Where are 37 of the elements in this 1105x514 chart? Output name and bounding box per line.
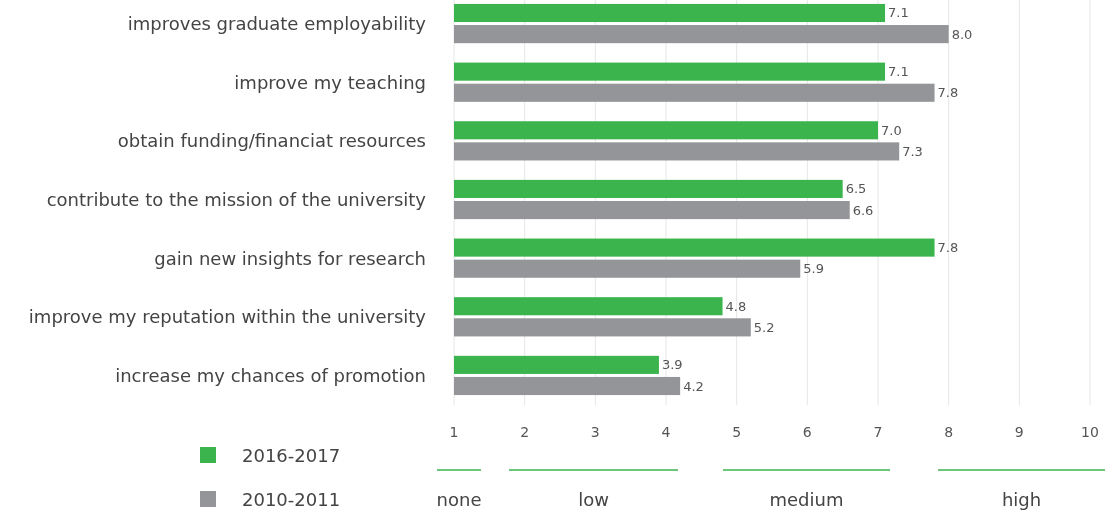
y-tick-label: improve my teaching bbox=[234, 71, 426, 93]
x-tick-label: 9 bbox=[1014, 424, 1024, 440]
y-tick-label: gain new insights for research bbox=[154, 247, 426, 269]
x-tick-label: 6 bbox=[802, 424, 812, 440]
data-label: 7.8 bbox=[937, 85, 959, 101]
x-tick-label: 4 bbox=[661, 424, 671, 440]
x-tick-label: 8 bbox=[944, 424, 954, 440]
data-label: 6.5 bbox=[845, 181, 867, 197]
x-tick-label: 1 bbox=[449, 424, 459, 440]
data-label: 7.0 bbox=[881, 122, 902, 138]
x-tick-label: 5 bbox=[732, 424, 742, 440]
data-label: 7.1 bbox=[888, 5, 909, 21]
x-tick-label: 2 bbox=[520, 424, 530, 440]
data-label: 7.3 bbox=[902, 143, 923, 159]
text: medium bbox=[769, 489, 844, 510]
x-tick-label: 10 bbox=[1081, 424, 1099, 440]
legend-label: 2016-2017 bbox=[242, 445, 341, 466]
text: low bbox=[578, 489, 609, 510]
x-tick-label: 7 bbox=[873, 424, 883, 440]
data-label: 5.9 bbox=[803, 261, 824, 277]
text: none bbox=[436, 489, 482, 510]
data-label: 6.6 bbox=[852, 202, 874, 218]
y-tick-label: obtain funding/financiat resources bbox=[117, 130, 426, 152]
data-label: 4.2 bbox=[683, 378, 704, 394]
text: high bbox=[1001, 489, 1042, 510]
data-label: 8.0 bbox=[951, 26, 973, 42]
data-label: 3.9 bbox=[661, 357, 683, 373]
legend-label: 2010-2011 bbox=[242, 489, 341, 510]
y-tick-label: increase my chances of promotion bbox=[115, 364, 426, 386]
y-tick-label: improves graduate employability bbox=[127, 13, 427, 35]
y-tick-label: improve my reputation within the university bbox=[28, 306, 427, 328]
y-tick-label: contribute to the mission of the university bbox=[46, 189, 427, 210]
data-label: 7.8 bbox=[937, 240, 959, 256]
x-tick-label: 3 bbox=[590, 424, 600, 440]
data-label: 4.8 bbox=[725, 298, 747, 314]
data-label: 7.1 bbox=[888, 64, 909, 80]
data-label: 5.2 bbox=[753, 319, 775, 335]
